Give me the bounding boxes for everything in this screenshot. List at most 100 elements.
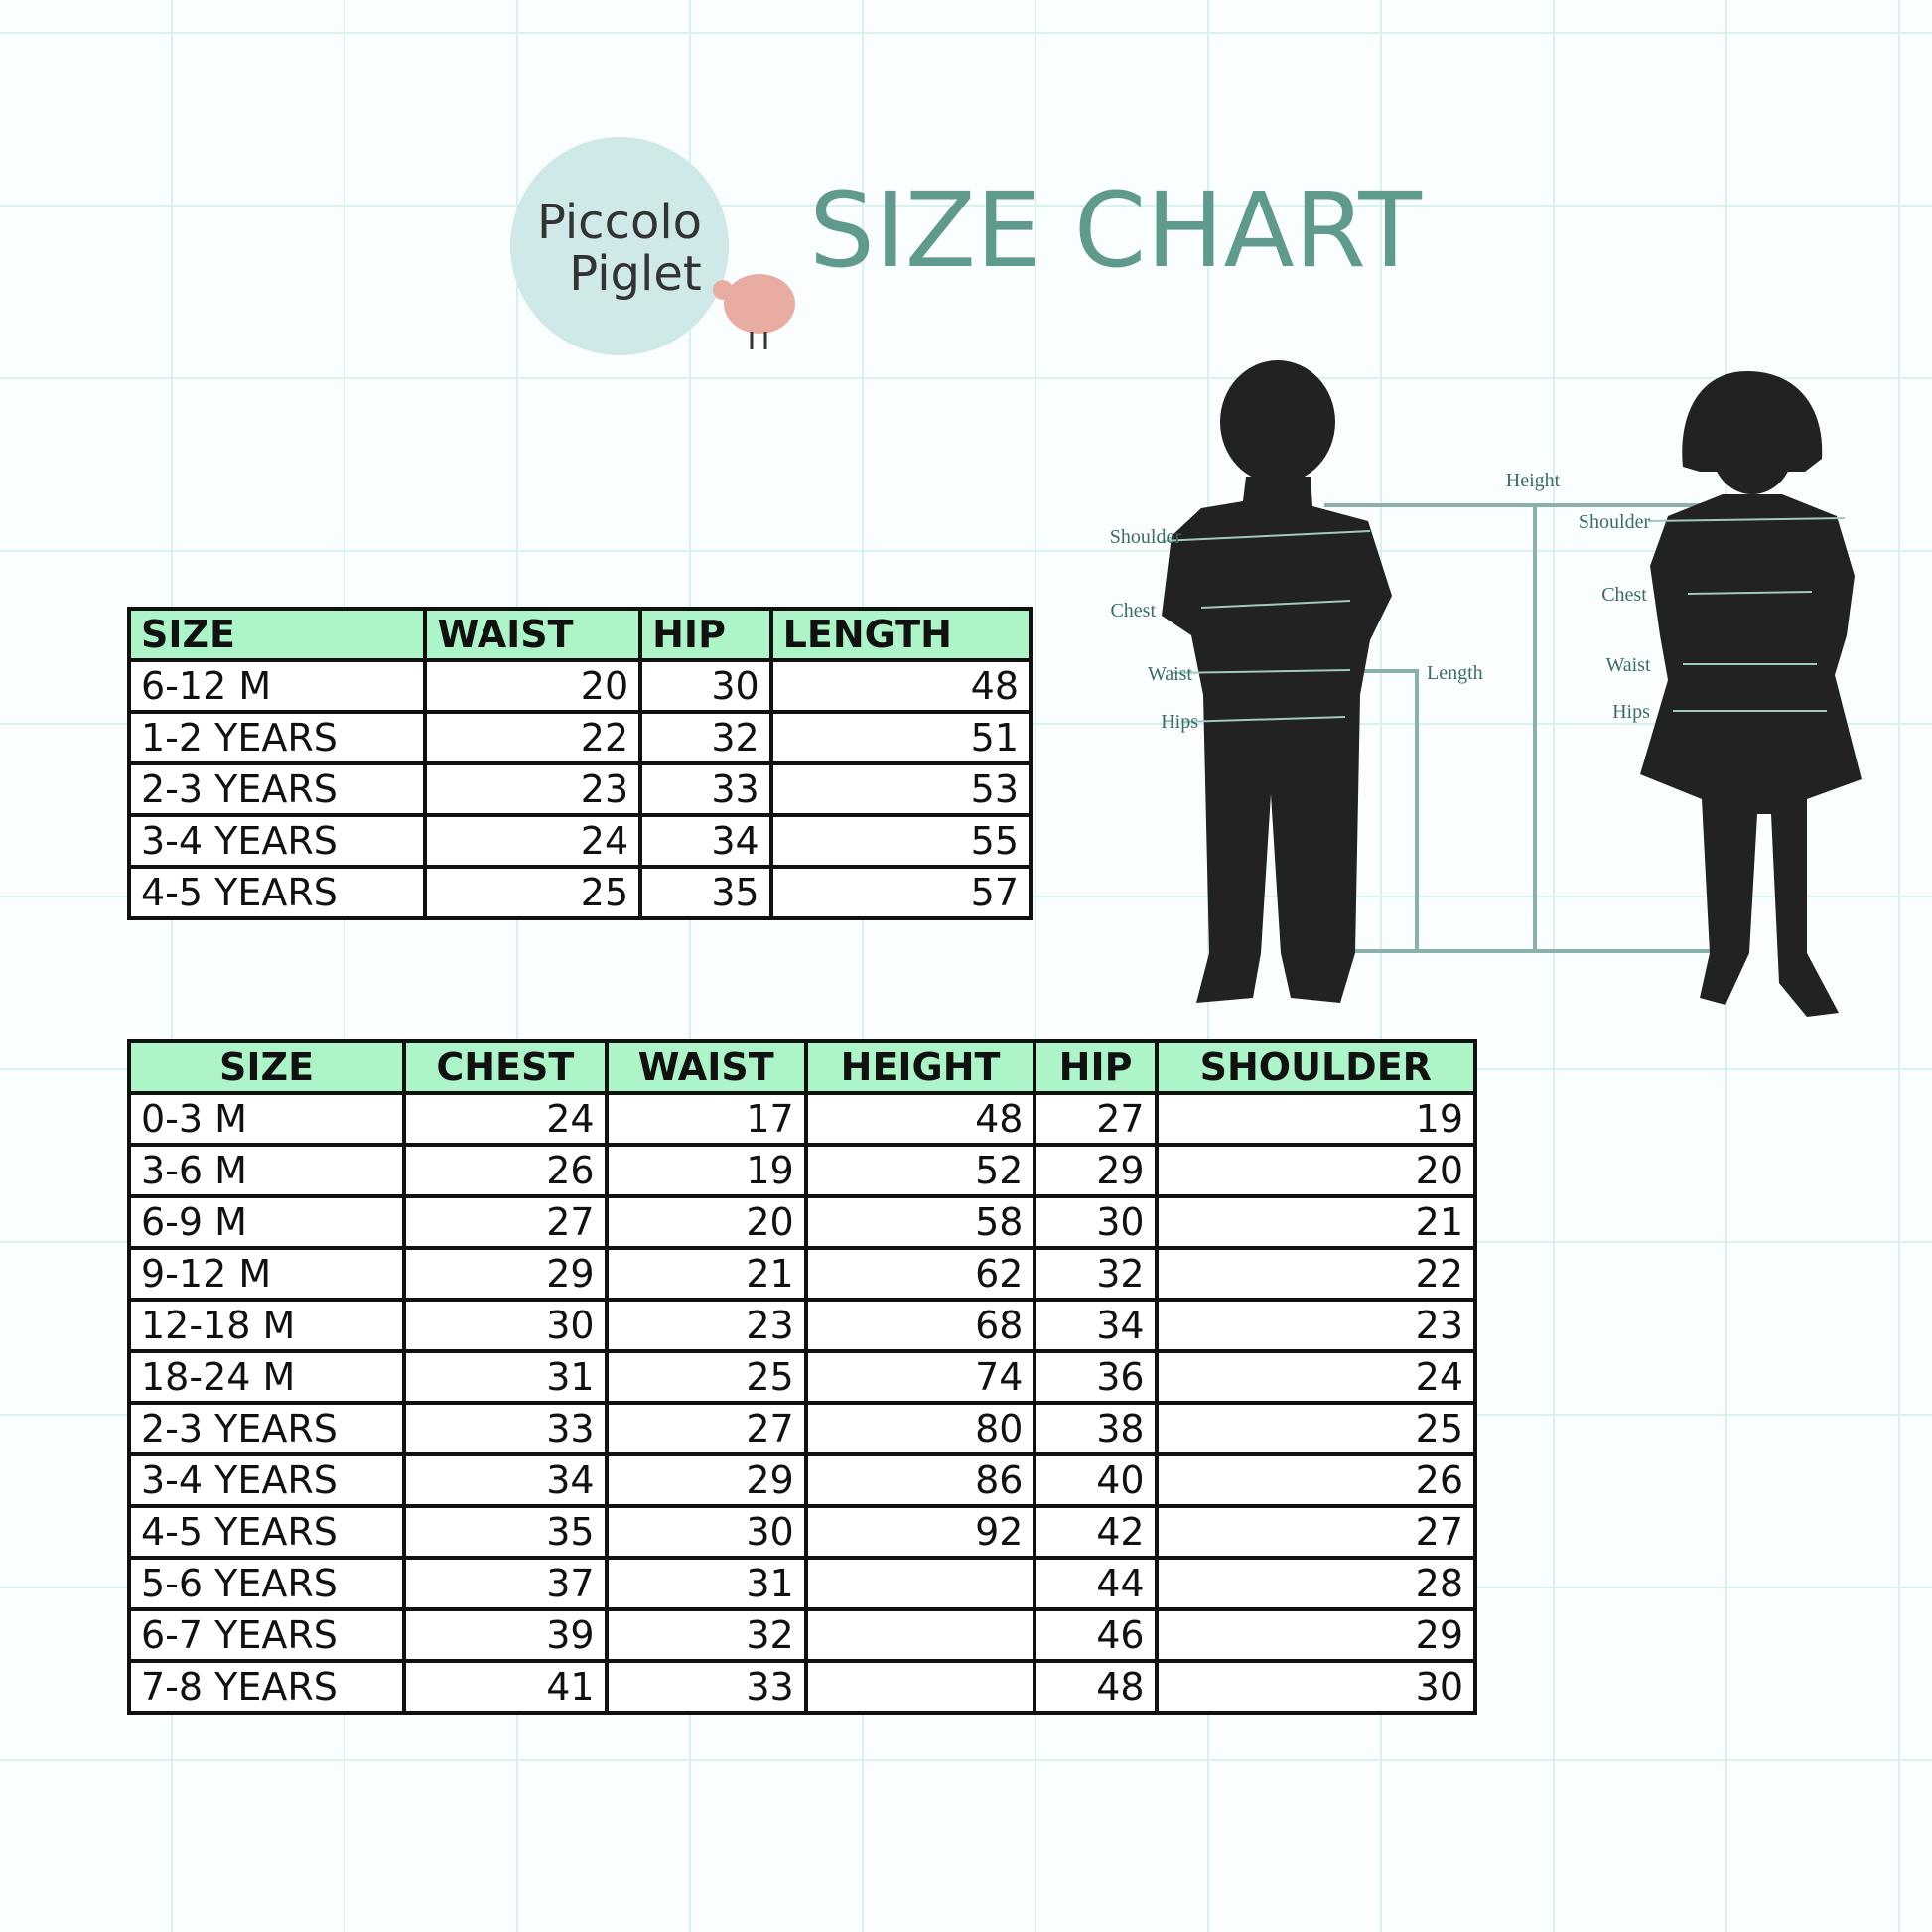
table-row: 9-12 M 29 21 62 32 22 [126,1246,1478,1302]
diagram-label: Hips [1161,711,1198,733]
table-row: 3-4 YEARS 34 29 86 40 26 [126,1452,1478,1508]
table-cell: 31 [604,1556,808,1611]
table-cell: 41 [402,1659,609,1715]
diagram-label: Shoulder [1110,526,1182,548]
table-cell: 58 [803,1194,1037,1250]
table-cell: 23 [423,761,643,817]
table-row: 4-5 YEARS 25 35 57 [126,865,1034,920]
table-cell: 48 [768,658,1034,714]
table-cell: 92 [803,1504,1037,1560]
table-cell: 42 [1033,1504,1159,1560]
table-cell: 0-3 M [126,1091,407,1147]
diagram-label: Chest [1110,600,1156,621]
measure-lines [1324,503,1719,953]
table-cell: 48 [1033,1659,1159,1715]
table-cell: 23 [604,1298,808,1353]
table-cell: 39 [402,1607,609,1663]
table-cell: 34 [1033,1298,1159,1353]
table-cell: 33 [604,1659,808,1715]
table-cell: 27 [604,1401,808,1456]
table-cell: 29 [1154,1607,1478,1663]
table-cell: 9-12 M [126,1246,407,1302]
table-cell: 52 [803,1143,1037,1198]
column-header: SIZE [126,607,428,662]
column-header: LENGTH [768,607,1034,662]
table-cell: 6-7 YEARS [126,1607,407,1663]
table-cell: 21 [1154,1194,1478,1250]
table-cell: 6-9 M [126,1194,407,1250]
table-row: 7-8 YEARS 41 33 48 30 [126,1659,1478,1715]
table-cell: 1-2 YEARS [126,710,428,765]
table-cell: 40 [1033,1452,1159,1508]
table-cell: 34 [638,813,773,869]
diagram-label: Shoulder [1579,511,1651,533]
table-cell: 26 [1154,1452,1478,1508]
table-cell: 35 [402,1504,609,1560]
table-cell: 29 [604,1452,808,1508]
column-header: HIP [638,607,773,662]
table-row: 1-2 YEARS 22 32 51 [126,710,1034,765]
table-cell: 20 [604,1194,808,1250]
table-cell: 33 [402,1401,609,1456]
table-row: 3-6 M 26 19 52 29 20 [126,1143,1478,1198]
table-cell: 25 [1154,1401,1478,1456]
diagram-label: Waist [1148,663,1192,685]
table-cell: 17 [604,1091,808,1147]
table-cell: 38 [1033,1401,1159,1456]
column-header: WAIST [604,1039,808,1095]
header-row: SIZE WAIST HIP LENGTH [126,607,1034,662]
table-row: 5-6 YEARS 37 31 44 28 [126,1556,1478,1611]
column-header: CHEST [402,1039,609,1095]
table-row: 3-4 YEARS 24 34 55 [126,813,1034,869]
table-cell: 34 [402,1452,609,1508]
table-cell: 25 [604,1349,808,1405]
table-cell: 46 [1033,1607,1159,1663]
table-row: 12-18 M 30 23 68 34 23 [126,1298,1478,1353]
table-row: 6-7 YEARS 39 32 46 29 [126,1607,1478,1663]
diagram-label: Hips [1612,701,1650,723]
boy-silhouette [1162,360,1392,1003]
table-cell: 3-4 YEARS [126,813,428,869]
table-cell: 27 [402,1194,609,1250]
girl-silhouette [1640,371,1862,1017]
table-cell: 29 [1033,1143,1159,1198]
logo-text: Piccolo [537,195,702,250]
table-cell: 4-5 YEARS [126,865,428,920]
table-row: 6-12 M 20 30 48 [126,658,1034,714]
table-cell: 30 [402,1298,609,1353]
table-cell: 19 [1154,1091,1478,1147]
table-cell: 18-24 M [126,1349,407,1405]
table-cell: 6-12 M [126,658,428,714]
table-cell: 4-5 YEARS [126,1504,407,1560]
table-cell: 24 [423,813,643,869]
table-cell: 2-3 YEARS [126,1401,407,1456]
table-cell: 30 [604,1504,808,1560]
table-cell: 30 [1033,1194,1159,1250]
table-cell: 26 [402,1143,609,1198]
table-cell: 80 [803,1401,1037,1456]
table-cell: 32 [604,1607,808,1663]
table-cell: 3-6 M [126,1143,407,1198]
table-row: 4-5 YEARS 35 30 92 42 27 [126,1504,1478,1560]
column-header: SHOULDER [1154,1039,1478,1095]
table-cell: 22 [1154,1246,1478,1302]
table-cell: 20 [423,658,643,714]
table-cell: 27 [1154,1504,1478,1560]
table-cell: 55 [768,813,1034,869]
table-cell: 32 [638,710,773,765]
table-cell: 48 [803,1091,1037,1147]
table-cell: 7-8 YEARS [126,1659,407,1715]
table-cell: 74 [803,1349,1037,1405]
diagram-label: Length [1427,662,1483,684]
logo-circle [510,137,729,355]
table-cell: 37 [402,1556,609,1611]
table-cell: 12-18 M [126,1298,407,1353]
table-cell: 22 [423,710,643,765]
table-cell: 53 [768,761,1034,817]
table-cell: 62 [803,1246,1037,1302]
header-row: SIZE CHEST WAIST HEIGHT HIP SHOULDER [126,1039,1478,1095]
diagram-label: Height [1506,470,1561,491]
table-row: 0-3 M 24 17 48 27 19 [126,1091,1478,1147]
table-cell: 27 [1033,1091,1159,1147]
